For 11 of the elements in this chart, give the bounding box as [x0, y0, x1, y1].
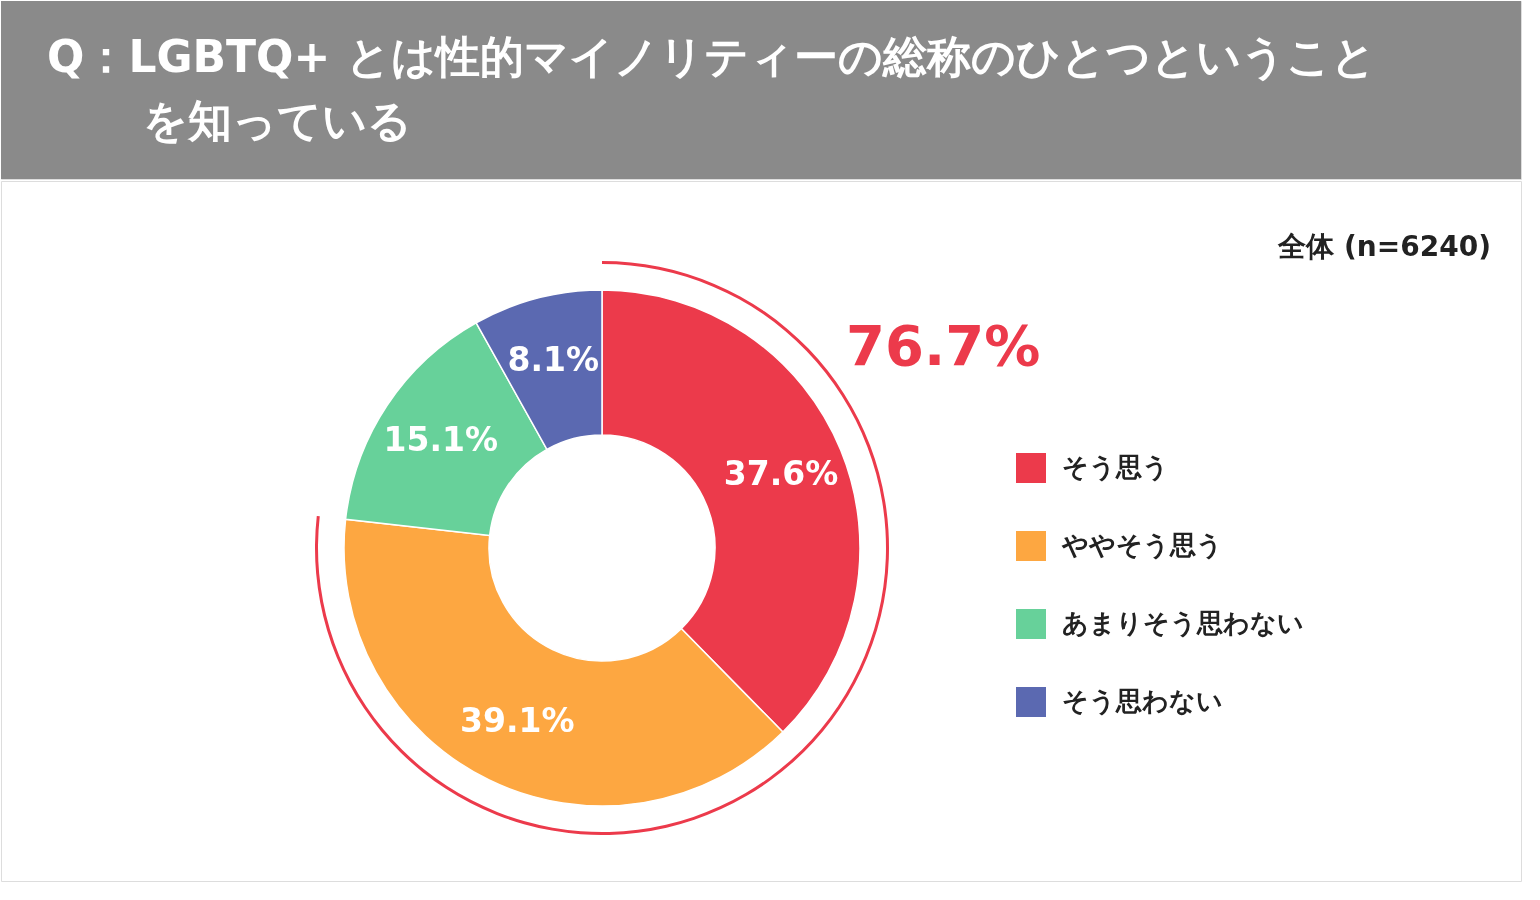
legend-label: そう思わない [1062, 686, 1223, 716]
legend-label: あまりそう思わない [1062, 608, 1304, 638]
data-label: 37.6% [723, 453, 839, 493]
text: 全体 (n=6240) [1277, 230, 1491, 263]
legend-label: ややそう思う [1061, 530, 1223, 560]
data-label: 39.1% [460, 701, 575, 740]
text: 76.7% [846, 313, 1041, 378]
data-label: 15.1% [383, 419, 499, 459]
legend-label: そう思う [1062, 452, 1169, 482]
chart-title: Q：LGBTQ+ とは性的マイノリティーの総称のひとつということを知っている [47, 31, 1376, 146]
data-label: 8.1% [507, 339, 600, 379]
